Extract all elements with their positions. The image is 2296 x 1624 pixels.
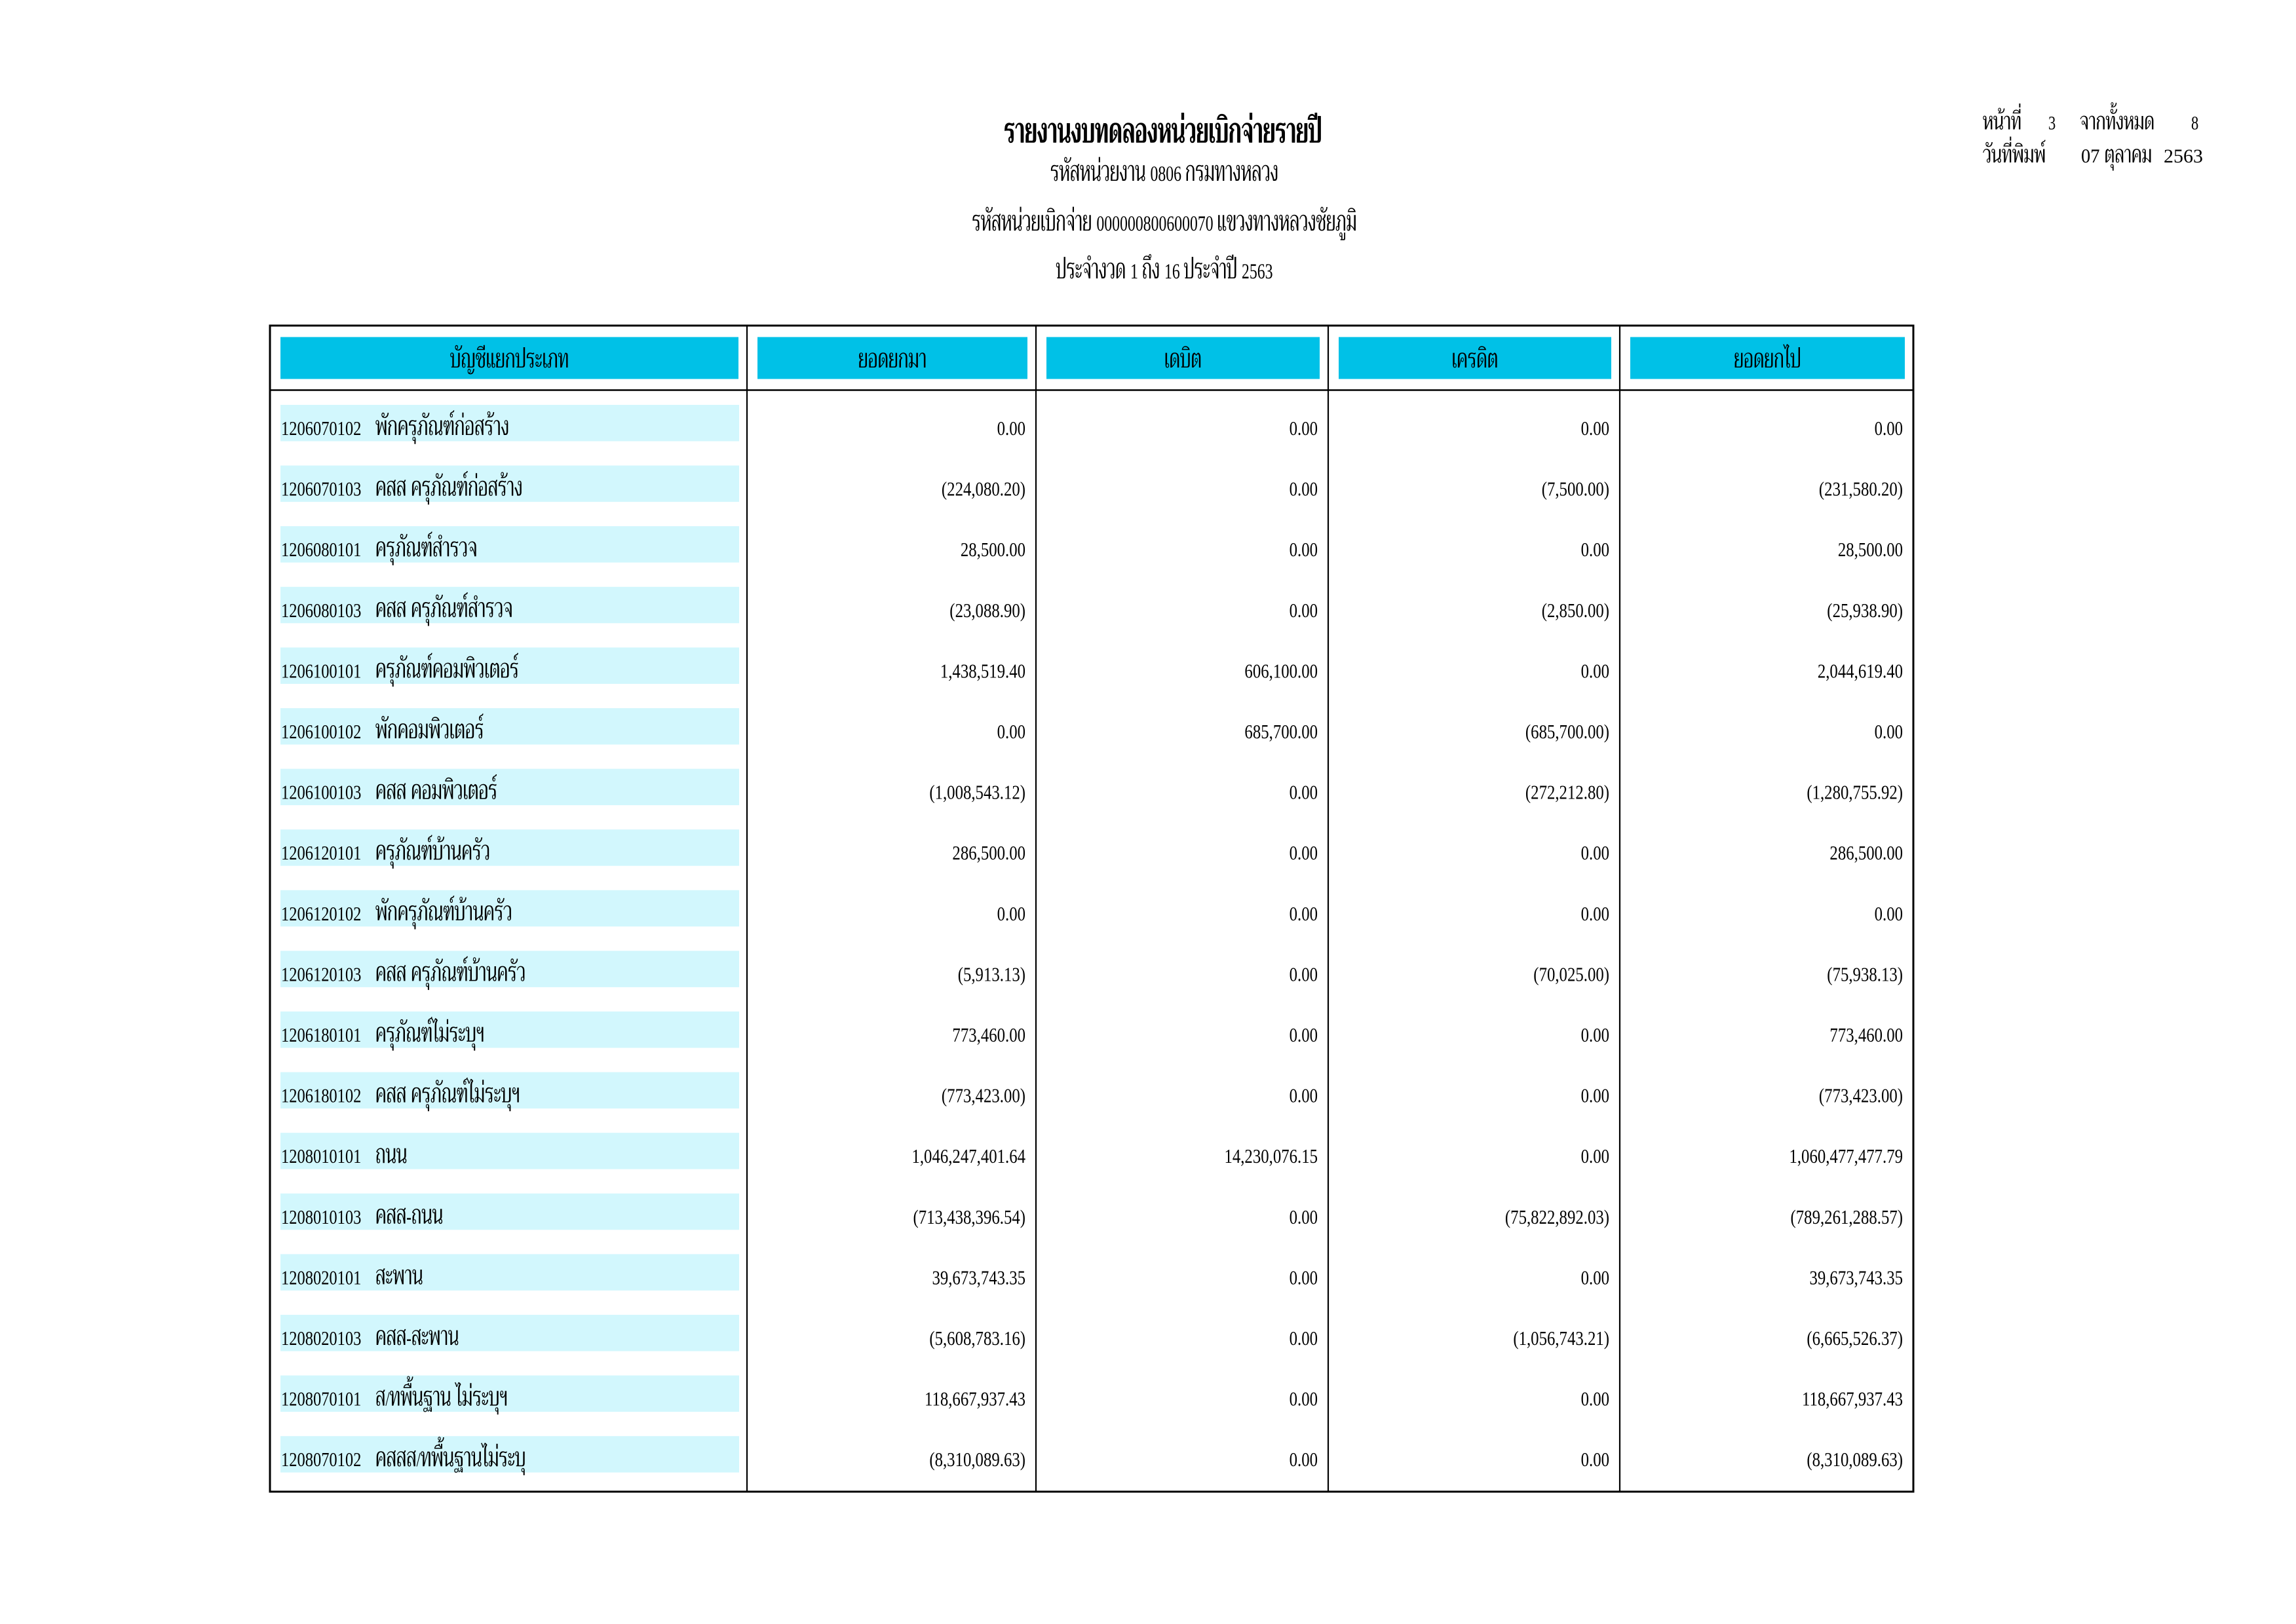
svg-text:0.00: 0.00 [1581,903,1609,925]
svg-text:(70,025.00): (70,025.00) [1533,964,1609,986]
svg-text:0.00: 0.00 [1290,1085,1318,1107]
svg-text:0.00: 0.00 [1290,599,1318,622]
svg-text:1206080101: 1206080101 [281,539,361,561]
svg-text:773,460.00: 773,460.00 [952,1024,1025,1046]
svg-text:1206080103: 1206080103 [281,599,361,622]
svg-text:0.00: 0.00 [1290,1024,1318,1046]
svg-text:0.00: 0.00 [1581,1267,1609,1289]
svg-text:1,046,247,401.64: 1,046,247,401.64 [911,1146,1025,1168]
svg-text:(6,665,526.37): (6,665,526.37) [1807,1327,1903,1350]
svg-text:39,673,743.35: 39,673,743.35 [1809,1267,1903,1289]
svg-text:(773,423.00): (773,423.00) [1819,1085,1903,1107]
svg-text:(5,913.13): (5,913.13) [958,964,1025,986]
svg-text:(23,088.90): (23,088.90) [949,599,1025,622]
svg-text:1206120101: 1206120101 [281,842,361,865]
svg-text:(224,080.20): (224,080.20) [942,478,1025,500]
svg-text:0.00: 0.00 [1290,842,1318,865]
svg-text:0.00: 0.00 [1290,964,1318,986]
svg-text:1206070102: 1206070102 [281,417,361,440]
svg-text:1206120102: 1206120102 [281,903,361,925]
svg-text:0.00: 0.00 [1290,1449,1318,1471]
svg-text:1,060,477,477.79: 1,060,477,477.79 [1789,1146,1903,1168]
svg-text:0.00: 0.00 [1290,782,1318,804]
svg-text:2,044,619.40: 2,044,619.40 [1818,660,1903,683]
svg-text:28,500.00: 28,500.00 [961,539,1025,561]
svg-text:(713,438,396.54): (713,438,396.54) [913,1206,1025,1228]
svg-text:(1,280,755.92): (1,280,755.92) [1807,782,1903,804]
svg-text:286,500.00: 286,500.00 [1829,842,1903,865]
svg-text:(231,580.20): (231,580.20) [1819,478,1903,500]
svg-text:118,667,937.43: 118,667,937.43 [925,1388,1025,1410]
svg-text:(5,608,783.16): (5,608,783.16) [929,1327,1025,1350]
svg-text:0.00: 0.00 [997,417,1025,440]
svg-text:1208020101: 1208020101 [281,1267,361,1289]
svg-text:118,667,937.43: 118,667,937.43 [1802,1388,1903,1410]
svg-text:(1,008,543.12): (1,008,543.12) [929,782,1025,804]
svg-text:3: 3 [2048,111,2056,134]
svg-text:0.00: 0.00 [1581,539,1609,561]
svg-text:(75,822,892.03): (75,822,892.03) [1505,1206,1609,1228]
svg-text:1,438,519.40: 1,438,519.40 [940,660,1025,683]
svg-text:(25,938.90): (25,938.90) [1827,599,1903,622]
svg-text:(685,700.00): (685,700.00) [1525,721,1609,743]
svg-text:685,700.00: 685,700.00 [1244,721,1318,743]
svg-text:0.00: 0.00 [1581,1449,1609,1471]
svg-text:39,673,743.35: 39,673,743.35 [932,1267,1025,1289]
svg-text:(8,310,089.63): (8,310,089.63) [929,1449,1025,1471]
svg-text:1208070101: 1208070101 [281,1388,361,1410]
svg-text:0.00: 0.00 [1875,903,1903,925]
svg-text:0.00: 0.00 [1875,721,1903,743]
svg-text:0.00: 0.00 [1875,417,1903,440]
svg-text:1206180102: 1206180102 [281,1085,361,1107]
svg-text:1206120103: 1206120103 [281,964,361,986]
svg-text:8: 8 [2191,111,2198,134]
svg-text:0.00: 0.00 [1290,478,1318,500]
svg-text:28,500.00: 28,500.00 [1838,539,1903,561]
svg-text:0.00: 0.00 [1581,417,1609,440]
svg-text:0.00: 0.00 [1581,1146,1609,1168]
svg-text:0.00: 0.00 [1581,660,1609,683]
svg-text:0.00: 0.00 [1581,1388,1609,1410]
svg-text:(773,423.00): (773,423.00) [942,1085,1025,1107]
svg-text:0.00: 0.00 [1290,1206,1318,1228]
svg-text:(75,938.13): (75,938.13) [1827,964,1903,986]
svg-text:0.00: 0.00 [1290,417,1318,440]
svg-text:0.00: 0.00 [1581,842,1609,865]
svg-text:606,100.00: 606,100.00 [1244,660,1318,683]
svg-text:773,460.00: 773,460.00 [1829,1024,1903,1046]
svg-text:14,230,076.15: 14,230,076.15 [1224,1146,1318,1168]
svg-text:(7,500.00): (7,500.00) [1542,478,1609,500]
svg-text:286,500.00: 286,500.00 [952,842,1025,865]
svg-text:0.00: 0.00 [1290,1388,1318,1410]
svg-text:2563: 2563 [2164,145,2203,167]
svg-text:1206100102: 1206100102 [281,721,361,743]
svg-text:1208070102: 1208070102 [281,1449,361,1471]
svg-text:0.00: 0.00 [1581,1085,1609,1107]
svg-text:1206180101: 1206180101 [281,1024,361,1046]
svg-text:(8,310,089.63): (8,310,089.63) [1807,1449,1903,1471]
svg-text:1206100103: 1206100103 [281,782,361,804]
svg-text:0.00: 0.00 [1290,903,1318,925]
svg-text:(1,056,743.21): (1,056,743.21) [1513,1327,1609,1350]
svg-text:0.00: 0.00 [1581,1024,1609,1046]
svg-text:1208010101: 1208010101 [281,1146,361,1168]
svg-text:0.00: 0.00 [1290,539,1318,561]
svg-text:(789,261,288.57): (789,261,288.57) [1791,1206,1903,1228]
svg-text:(2,850.00): (2,850.00) [1542,599,1609,622]
svg-text:1208020103: 1208020103 [281,1327,361,1350]
svg-text:(272,212.80): (272,212.80) [1525,782,1609,804]
svg-text:0.00: 0.00 [1290,1327,1318,1350]
svg-text:1208010103: 1208010103 [281,1206,361,1228]
svg-text:0.00: 0.00 [997,721,1025,743]
svg-text:0.00: 0.00 [997,903,1025,925]
svg-text:1206070103: 1206070103 [281,478,361,500]
svg-text:0.00: 0.00 [1290,1267,1318,1289]
svg-text:1206100101: 1206100101 [281,660,361,683]
